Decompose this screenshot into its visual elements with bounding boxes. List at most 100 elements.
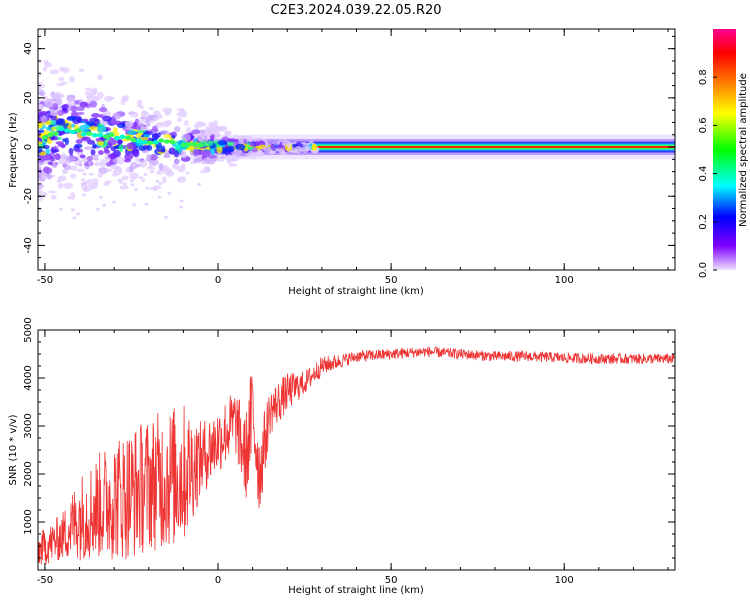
spectrogram-cell bbox=[134, 126, 142, 130]
spectrogram-outlier bbox=[185, 171, 190, 175]
spectrogram-ridge-cell bbox=[197, 143, 204, 148]
spectrogram-cell bbox=[82, 118, 89, 122]
spectrogram-cell bbox=[68, 147, 74, 155]
spectrogram-cell bbox=[61, 152, 66, 159]
spectrogram-cell bbox=[133, 150, 139, 156]
spectrogram-cell bbox=[181, 163, 186, 170]
spectrogram-cell bbox=[216, 146, 223, 154]
spectrogram-cell bbox=[57, 143, 67, 148]
spectrogram-cell bbox=[213, 120, 218, 128]
spectrogram-cell bbox=[54, 153, 61, 161]
spectrogram-cell bbox=[56, 83, 65, 87]
spectrogram-cell bbox=[156, 170, 163, 175]
spectrogram-cell bbox=[165, 119, 173, 126]
spectrogram-outlier bbox=[141, 178, 146, 182]
spectrogram-cell bbox=[87, 178, 94, 182]
spectrogram-cell bbox=[57, 157, 68, 166]
spectrogram-cell bbox=[38, 83, 45, 89]
spectrogram-cell bbox=[86, 93, 96, 102]
spectrogram-outlier bbox=[144, 202, 149, 206]
spectrogram-cell bbox=[103, 182, 110, 186]
spectrogram-cell bbox=[210, 147, 216, 155]
spectrogram-outlier bbox=[145, 186, 150, 190]
spectrogram-outlier bbox=[81, 193, 86, 197]
spectrogram-outlier bbox=[129, 179, 134, 183]
spectrogram-cell bbox=[102, 115, 112, 122]
spectrogram-cell bbox=[206, 127, 215, 135]
spectrogram-cell bbox=[93, 157, 100, 161]
spectrogram-cell bbox=[119, 185, 129, 190]
spectrogram-cell bbox=[226, 157, 232, 165]
spectrogram-axes: -50 0 50 100 -40 -20 0 20 40 bbox=[23, 29, 675, 286]
spectrogram-cell bbox=[225, 146, 236, 152]
spectrogram-xtick-label: 0 bbox=[215, 275, 221, 286]
spectrogram-outlier bbox=[76, 212, 81, 216]
spectrogram-cell bbox=[311, 144, 317, 151]
snr-ytick-label: 5000 bbox=[23, 317, 34, 342]
spectrogram-cell bbox=[70, 105, 77, 112]
spectrogram-cell bbox=[76, 168, 85, 173]
spectrogram-cell bbox=[89, 154, 99, 158]
spectrogram-outlier bbox=[150, 187, 155, 191]
spectrogram-cell bbox=[219, 126, 225, 132]
spectrogram-outlier bbox=[179, 199, 184, 203]
spectrogram-cell bbox=[88, 89, 98, 96]
spectrogram-cell bbox=[294, 146, 303, 154]
snr-series-line bbox=[38, 346, 675, 565]
spectrogram-cell bbox=[81, 136, 91, 142]
spectrogram-ylabel: Frequency (Hz) bbox=[8, 112, 19, 188]
spectrogram-cell bbox=[52, 69, 59, 75]
spectrogram-cell bbox=[49, 112, 58, 117]
spectrogram-ridge-cell bbox=[119, 134, 126, 139]
spectrogram-outlier bbox=[117, 178, 122, 182]
spectrogram-cell bbox=[134, 157, 141, 163]
spectrogram-cell bbox=[176, 117, 183, 123]
spectrogram-cell bbox=[121, 95, 130, 102]
snr-ytick-label: 4000 bbox=[23, 365, 34, 390]
spectrogram-ridge-cell bbox=[86, 131, 93, 136]
spectrogram-cell bbox=[156, 114, 163, 119]
snr-ytick-label: 2000 bbox=[23, 461, 34, 486]
colorbar-tick-label: 0.8 bbox=[698, 69, 709, 85]
spectrogram-cell bbox=[139, 116, 147, 120]
spectrogram-cell bbox=[38, 115, 41, 120]
snr-xtick-label: -50 bbox=[37, 575, 53, 586]
spectrogram-cell bbox=[84, 91, 90, 96]
spectrogram-ridge-cell bbox=[130, 138, 137, 143]
spectrogram-cell bbox=[125, 122, 130, 131]
spectrogram-cell bbox=[151, 132, 161, 139]
spectrogram-cell bbox=[217, 140, 228, 146]
spectrogram-cell bbox=[161, 176, 167, 184]
spectrogram-cell bbox=[181, 133, 192, 142]
spectrogram-ridge-cell bbox=[75, 128, 82, 133]
spectrogram-ridge-cell bbox=[64, 128, 71, 133]
spectrogram-cell bbox=[107, 153, 118, 159]
spectrogram-cell bbox=[88, 126, 98, 131]
spectrogram-cell bbox=[139, 104, 144, 110]
spectrogram-cell bbox=[264, 148, 269, 153]
spectrogram-cell bbox=[168, 147, 176, 155]
snr-xtick-label: 50 bbox=[385, 575, 398, 586]
spectrogram-cell bbox=[138, 145, 147, 151]
spectrogram-cell bbox=[129, 111, 139, 118]
spectrogram-ridge-cell bbox=[174, 144, 181, 150]
spectrogram-cell bbox=[38, 129, 45, 134]
spectrogram-ytick-label: -40 bbox=[23, 237, 34, 253]
spectrogram-xlabel: Height of straight line (km) bbox=[288, 286, 424, 297]
spectrogram-cell bbox=[39, 172, 48, 179]
spectrogram-cell bbox=[193, 157, 203, 162]
spectrogram-cell bbox=[146, 144, 153, 152]
spectrogram-cell bbox=[87, 139, 96, 145]
spectrogram-cell bbox=[47, 98, 58, 102]
spectrogram-cell bbox=[97, 171, 104, 179]
spectrogram-cell bbox=[131, 163, 137, 168]
spectrogram-cell bbox=[219, 155, 227, 160]
spectrogram-cell bbox=[42, 100, 53, 108]
spectrogram-ytick-label: 20 bbox=[23, 91, 34, 104]
spectrogram-cell bbox=[43, 130, 50, 134]
colorbar-tick-label: 0.0 bbox=[698, 262, 709, 278]
spectrogram-cell bbox=[249, 142, 254, 147]
spectrogram-cell bbox=[102, 110, 112, 118]
spectrogram-outlier bbox=[196, 182, 201, 186]
spectrogram-cell bbox=[42, 191, 48, 197]
